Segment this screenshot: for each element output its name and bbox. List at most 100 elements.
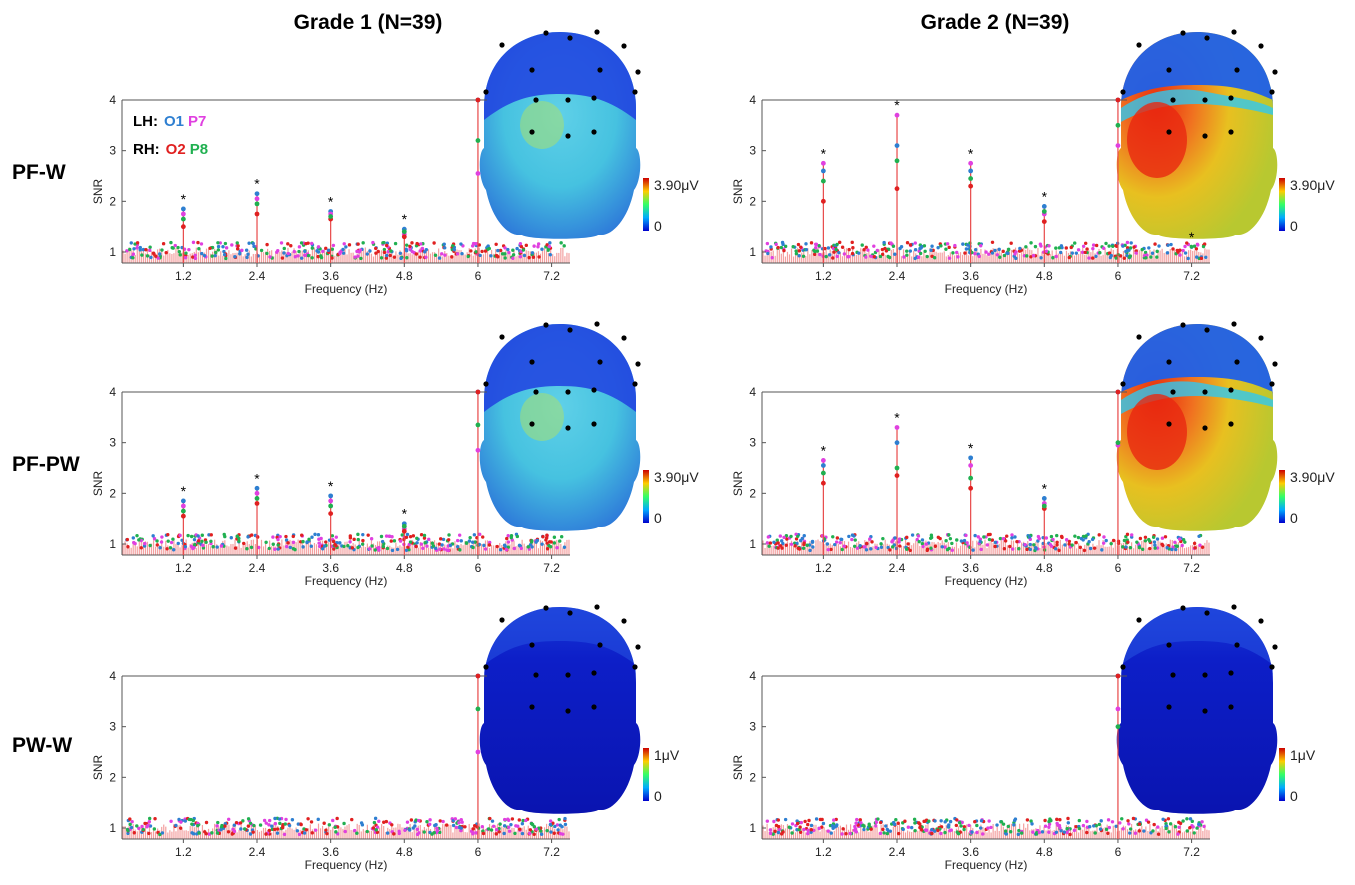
noise-point: [309, 820, 314, 824]
peak-point-o1: [180, 206, 186, 212]
noise-point: [1127, 248, 1131, 252]
noise-point: [840, 832, 844, 836]
noise-point: [393, 241, 398, 246]
noise-point: [291, 540, 296, 545]
electrode-dot: [529, 129, 535, 135]
noise-point: [1125, 532, 1130, 537]
noise-point: [814, 817, 819, 821]
noise-point: [334, 544, 338, 548]
noise-point: [930, 827, 934, 832]
noise-point: [1040, 830, 1045, 834]
noise-point: [798, 825, 802, 829]
noise-point: [192, 545, 196, 550]
noise-point: [540, 247, 544, 251]
noise-point: [810, 539, 815, 544]
noise-point: [139, 546, 143, 550]
noise-point: [270, 824, 274, 828]
noise-point: [526, 545, 530, 549]
noise-point: [1030, 822, 1034, 826]
noise-point: [838, 541, 842, 545]
noise-point: [497, 830, 501, 834]
colorbar: [643, 470, 649, 523]
noise-point: [765, 819, 770, 823]
electrode-dot: [1258, 618, 1264, 624]
y-tick-label: 3: [109, 144, 116, 158]
electrode-dot: [597, 359, 603, 365]
noise-point: [450, 255, 454, 259]
significance-star: *: [328, 193, 334, 209]
noise-point: [210, 831, 214, 835]
x-tick-label: 7.2: [1183, 561, 1200, 575]
noise-point: [990, 538, 995, 542]
noise-point: [993, 248, 997, 253]
peak-point-p7: [820, 160, 826, 166]
noise-point: [765, 541, 770, 545]
noise-point: [837, 250, 841, 255]
noise-point: [370, 544, 374, 548]
noise-point: [961, 242, 965, 246]
noise-point: [419, 242, 423, 246]
head-top-shade: [484, 324, 636, 412]
noise-point: [1031, 253, 1036, 258]
noise-point: [548, 819, 553, 823]
noise-point: [1047, 822, 1052, 826]
significance-star: *: [821, 442, 827, 458]
noise-point: [840, 245, 845, 249]
head-top-shade: [484, 32, 636, 120]
noise-point: [820, 825, 824, 829]
noise-point: [310, 241, 314, 246]
electrode-dot: [1166, 359, 1172, 365]
noise-point: [233, 255, 237, 259]
noise-point: [352, 537, 356, 542]
noise-point: [440, 252, 444, 256]
colorbar-max-label: 3.90μV: [654, 469, 699, 485]
noise-point: [881, 536, 885, 541]
baseline-bars: [122, 823, 570, 839]
noise-point: [411, 534, 416, 538]
electrode-dot: [543, 322, 549, 328]
noise-point: [537, 255, 541, 259]
noise-point: [382, 820, 386, 824]
noise-point: [1054, 246, 1058, 250]
x-tick-label: 7.2: [543, 269, 560, 283]
noise-point: [813, 249, 817, 254]
noise-point: [1067, 542, 1071, 546]
noise-point: [352, 828, 357, 833]
noise-point: [1165, 251, 1170, 255]
noise-point: [380, 539, 385, 544]
noise-point: [141, 247, 146, 252]
x-tick-label: 4.8: [1036, 845, 1053, 859]
noise-point: [536, 242, 541, 246]
noise-point: [1032, 543, 1036, 547]
legend-o2: O2: [166, 141, 186, 158]
y-tick-label: 3: [749, 436, 756, 450]
noise-point: [1019, 831, 1024, 835]
significance-star: *: [328, 478, 334, 494]
noise-point: [995, 823, 999, 827]
noise-point: [853, 538, 857, 542]
noise-point: [874, 820, 879, 824]
electrode-dot: [565, 672, 571, 678]
peak-stems: [1115, 673, 1121, 839]
noise-point: [939, 819, 943, 823]
noise-point: [806, 822, 810, 827]
noise-point: [407, 828, 412, 832]
head-top-shade: [1121, 32, 1273, 108]
head-highlight: [520, 393, 564, 441]
noise-point: [865, 541, 869, 546]
noise-point: [469, 249, 473, 253]
noise-point: [1005, 251, 1009, 255]
noise-point: [356, 545, 360, 550]
electrode-dot: [565, 133, 571, 139]
electrode-dot: [1202, 425, 1208, 431]
noise-point: [821, 821, 826, 826]
noise-point: [385, 546, 390, 551]
noise-point: [515, 246, 519, 251]
noise-point: [820, 817, 824, 822]
noise-point: [489, 828, 494, 832]
head-top-shade: [1121, 607, 1273, 683]
noise-point: [303, 249, 307, 254]
noise-point: [1190, 819, 1194, 824]
